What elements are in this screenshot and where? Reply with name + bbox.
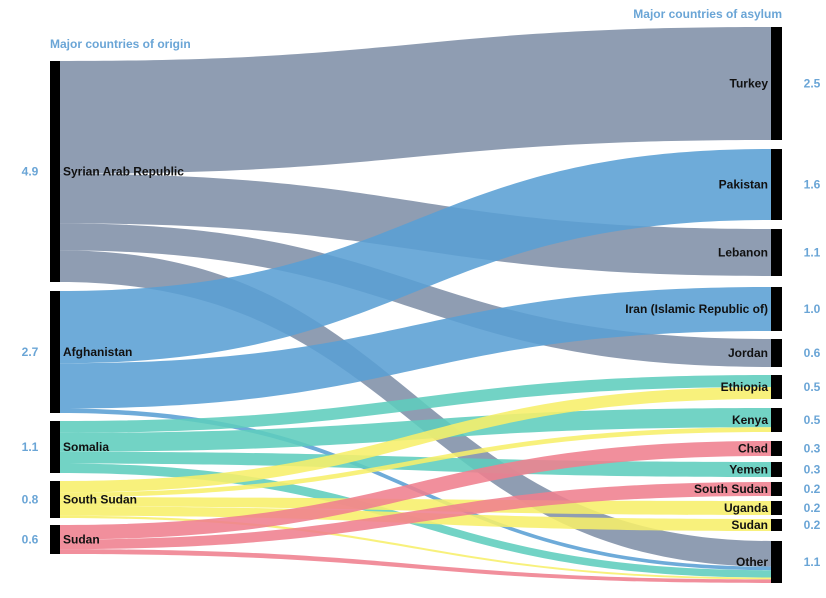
origin-value-south_sudan: 0.8 xyxy=(22,493,39,507)
destination-node-south_sudan_d xyxy=(771,482,782,496)
origin-label-south_sudan: South Sudan xyxy=(63,493,137,507)
origin-node-south_sudan xyxy=(50,481,60,518)
origin-value-sudan: 0.6 xyxy=(22,533,39,547)
destination-value-turkey: 2.5 xyxy=(804,77,821,91)
destination-label-lebanon: Lebanon xyxy=(718,246,768,260)
asylum-header: Major countries of asylum xyxy=(633,7,782,21)
flow-afghanistan-to-iran xyxy=(60,287,771,409)
destination-label-south_sudan_d: South Sudan xyxy=(694,482,768,496)
destination-value-lebanon: 1.1 xyxy=(804,246,821,260)
destination-label-sudan_d: Sudan xyxy=(731,518,768,532)
destination-value-sudan_d: 0.2 xyxy=(804,518,821,532)
destination-label-other: Other xyxy=(736,555,768,569)
flow-somalia-to-ethiopia xyxy=(60,375,771,433)
destination-value-chad: 0.3 xyxy=(804,442,821,456)
flow-sudan-to-chad xyxy=(60,441,771,540)
destination-node-turkey xyxy=(771,27,782,140)
destination-node-sudan_d xyxy=(771,519,782,531)
destination-label-uganda: Uganda xyxy=(724,501,768,515)
destination-value-jordan: 0.6 xyxy=(804,346,821,360)
origin-node-afghanistan xyxy=(50,291,60,413)
destination-node-ethiopia xyxy=(771,375,782,399)
destination-node-other xyxy=(771,541,782,583)
origin-node-sudan xyxy=(50,525,60,554)
flow-syria-to-turkey xyxy=(60,27,771,174)
destination-node-kenya xyxy=(771,408,782,432)
destination-value-kenya: 0.5 xyxy=(804,413,821,427)
destination-value-other: 1.1 xyxy=(804,555,821,569)
destination-value-ethiopia: 0.5 xyxy=(804,380,821,394)
origin-value-afghanistan: 2.7 xyxy=(22,345,39,359)
flow-south_sudan-to-other xyxy=(60,515,771,580)
flow-south_sudan-to-uganda xyxy=(60,497,771,515)
labels: Syrian Arab Republic 4.9 Afghanistan 2.7 Som… xyxy=(22,77,821,570)
flow-sudan-to-other xyxy=(60,549,771,583)
destination-label-iran: Iran (Islamic Republic of) xyxy=(625,302,768,316)
flow-somalia-to-kenya xyxy=(60,408,771,452)
origin-value-syria: 4.9 xyxy=(22,165,39,179)
destination-label-turkey: Turkey xyxy=(730,77,769,91)
flow-south_sudan-to-ethiopia xyxy=(60,387,771,493)
origin-header: Major countries of origin xyxy=(50,37,191,51)
destination-value-uganda: 0.2 xyxy=(804,501,821,515)
origin-label-afghanistan: Afghanistan xyxy=(63,345,132,359)
destination-label-yemen: Yemen xyxy=(729,463,768,477)
destination-label-jordan: Jordan xyxy=(728,346,768,360)
destination-node-iran xyxy=(771,287,782,331)
origin-value-somalia: 1.1 xyxy=(22,440,39,454)
destination-value-pakistan: 1.6 xyxy=(804,178,821,192)
destination-label-kenya: Kenya xyxy=(732,413,768,427)
destination-label-ethiopia: Ethiopia xyxy=(721,380,769,394)
destination-node-uganda xyxy=(771,501,782,515)
destination-value-south_sudan_d: 0.2 xyxy=(804,482,821,496)
destination-node-yemen xyxy=(771,462,782,477)
flow-afghanistan-to-pakistan xyxy=(60,149,771,364)
destination-node-jordan xyxy=(771,339,782,367)
flow-south_sudan-to-kenya xyxy=(60,427,771,498)
flow-sudan-to-south_sudan_d xyxy=(60,482,771,550)
destination-value-yemen: 0.3 xyxy=(804,463,821,477)
origin-label-syria: Syrian Arab Republic xyxy=(63,165,184,179)
origin-label-sudan: Sudan xyxy=(63,533,100,547)
origin-label-somalia: Somalia xyxy=(63,440,109,454)
destination-node-pakistan xyxy=(771,149,782,220)
destination-node-chad xyxy=(771,441,782,456)
destination-label-chad: Chad xyxy=(738,442,768,456)
origin-node-syria xyxy=(50,61,60,282)
destination-value-iran: 1.0 xyxy=(804,302,821,316)
origin-node-somalia xyxy=(50,421,60,473)
nodes xyxy=(50,27,782,583)
destination-label-pakistan: Pakistan xyxy=(719,178,768,192)
flow-links xyxy=(60,27,771,583)
destination-node-lebanon xyxy=(771,229,782,276)
